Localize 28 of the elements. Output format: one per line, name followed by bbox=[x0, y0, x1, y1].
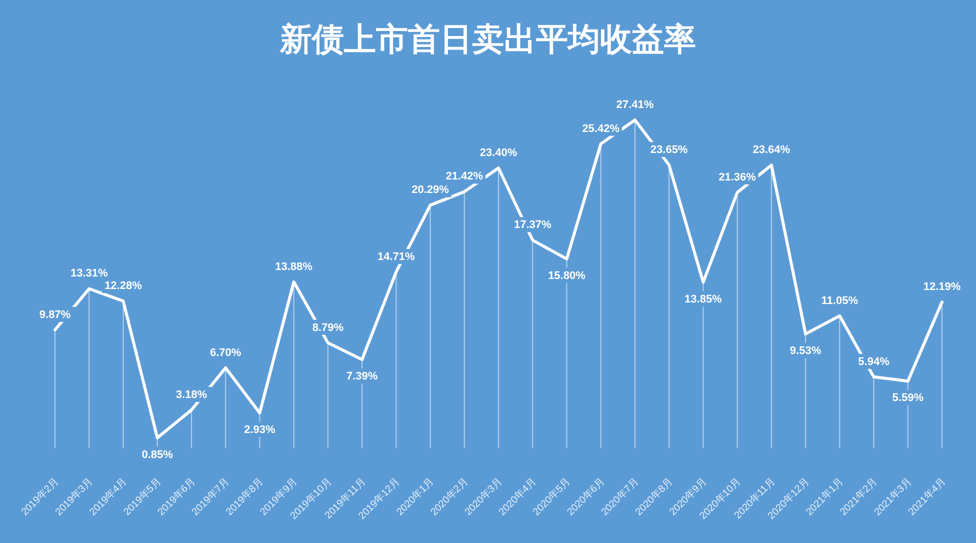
data-label: 12.19% bbox=[923, 281, 961, 294]
data-label: 2.93% bbox=[244, 424, 276, 436]
data-label: 11.05% bbox=[821, 294, 858, 307]
data-label: 21.36% bbox=[718, 171, 756, 184]
data-label: 23.65% bbox=[650, 144, 688, 156]
data-label: 17.37% bbox=[514, 219, 552, 232]
data-label: 3.18% bbox=[176, 388, 208, 401]
data-label: 8.79% bbox=[312, 322, 344, 334]
data-label: 7.39% bbox=[346, 370, 378, 383]
data-label: 13.88% bbox=[275, 260, 313, 273]
data-label: 27.41% bbox=[616, 99, 654, 111]
data-label: 15.80% bbox=[548, 270, 586, 282]
data-label: 9.87% bbox=[39, 308, 71, 321]
data-label: 23.64% bbox=[752, 144, 790, 156]
data-label: 20.29% bbox=[412, 184, 450, 196]
data-label: 9.53% bbox=[790, 344, 822, 357]
data-label: 13.31% bbox=[70, 268, 108, 280]
data-label: 25.42% bbox=[582, 122, 620, 135]
data-label: 5.59% bbox=[892, 392, 924, 404]
data-label: 13.85% bbox=[684, 293, 722, 306]
data-label: 21.42% bbox=[446, 170, 484, 183]
data-label: 0.85% bbox=[142, 448, 174, 461]
data-label: 23.40% bbox=[480, 146, 518, 159]
data-label: 6.70% bbox=[210, 346, 242, 359]
chart-title: 新债上市首日卖出平均收益率 bbox=[279, 21, 696, 57]
data-label: 12.28% bbox=[104, 280, 142, 292]
data-label: 5.94% bbox=[858, 356, 890, 368]
data-label: 14.71% bbox=[378, 250, 416, 263]
